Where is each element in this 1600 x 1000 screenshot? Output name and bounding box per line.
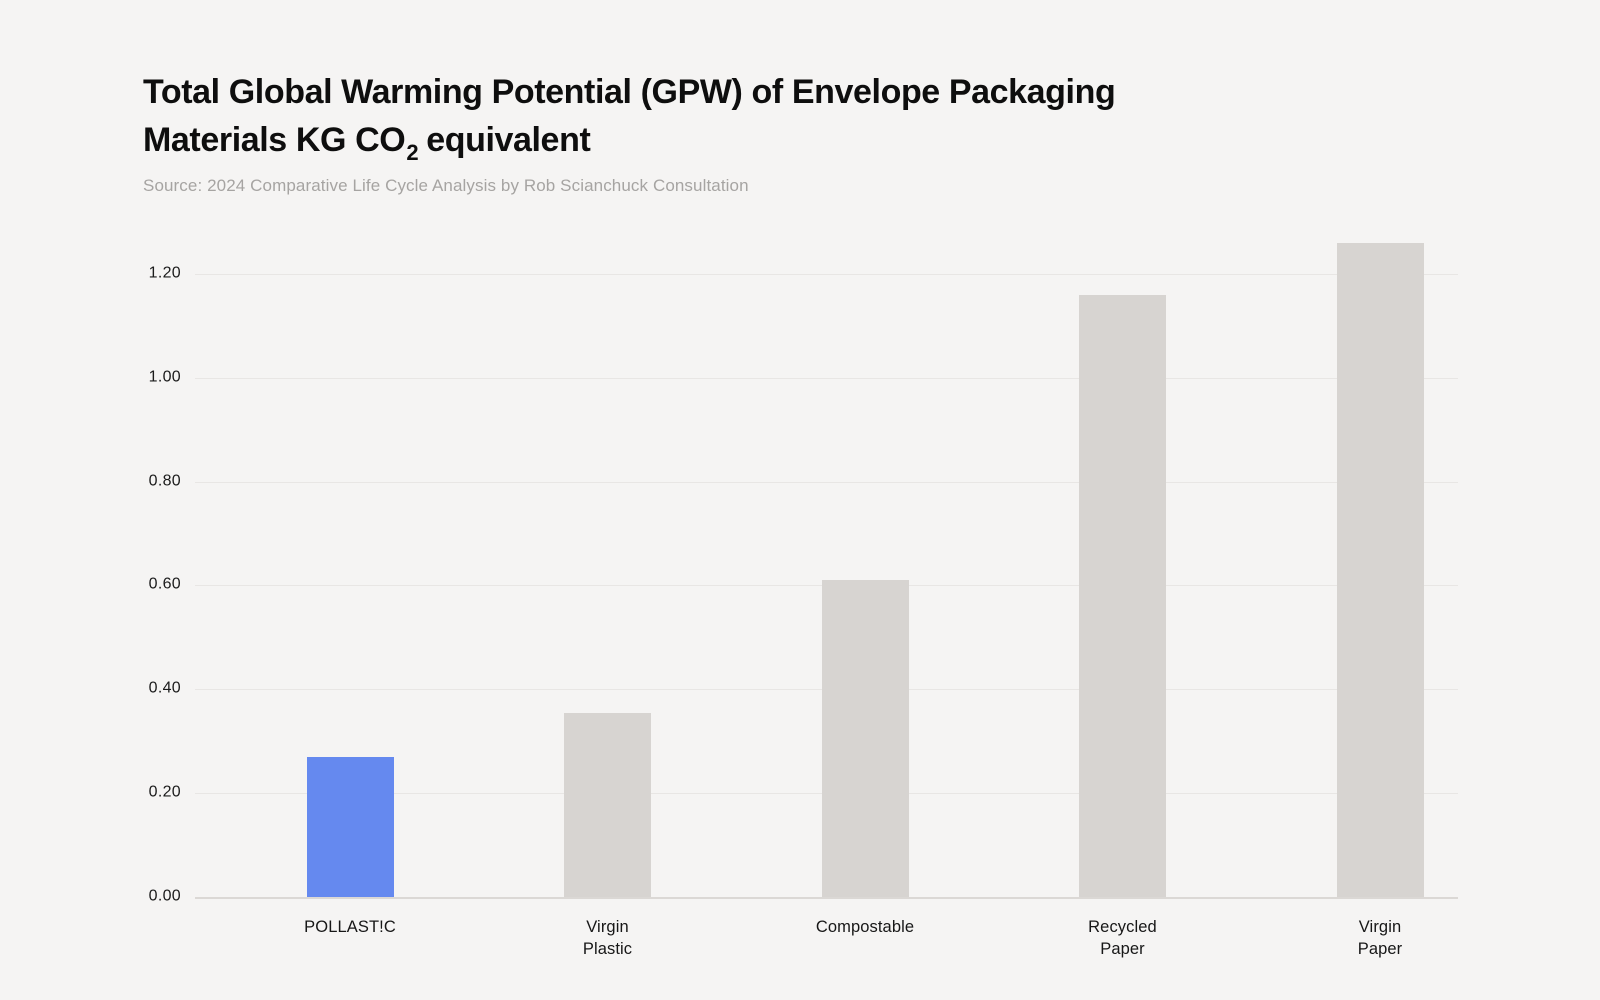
y-tick-label: 0.80 — [148, 472, 181, 490]
x-axis-label-recycled-paper: Recycled Paper — [1088, 918, 1157, 958]
x-axis-label-compostable: Compostable — [815, 918, 915, 936]
bar-recycled-paper — [1079, 294, 1166, 897]
co2-subscript: 2 — [406, 140, 419, 165]
x-axis-baseline — [195, 897, 1458, 899]
y-tick-label: 0.00 — [148, 887, 181, 905]
y-tick-label: 0.40 — [148, 679, 181, 697]
y-tick-label: 0.60 — [148, 576, 181, 594]
bar-virgin-plastic — [564, 712, 651, 897]
gridline — [195, 273, 1458, 275]
chart-source: Source: 2024 Comparative Life Cycle Anal… — [143, 176, 749, 195]
y-tick-label: 0.20 — [148, 783, 181, 801]
gridline — [195, 377, 1458, 379]
plot-area: 0.00 0.20 0.40 0.60 0.80 1.00 1.20 POLLAST!C Vir… — [149, 222, 1458, 958]
y-tick-label: 1.00 — [148, 368, 181, 386]
chart-title-line2-prefix: Materials KG CO — [143, 121, 406, 159]
bar-compostable — [821, 580, 909, 897]
chart-title: Total Global Warming Potential (GPW) of … — [143, 68, 1393, 168]
x-axis-label-virgin-plastic: Virgin Plastic — [582, 918, 633, 958]
bar-pollast-c — [306, 756, 394, 897]
y-tick-label: 1.20 — [148, 264, 181, 282]
bar-virgin-paper — [1336, 242, 1424, 897]
chart-title-line2-suffix: equivalent — [417, 121, 591, 159]
x-axis-label-virgin-paper: Virgin Paper — [1357, 918, 1403, 958]
gridline — [195, 481, 1458, 483]
x-axis-label-pollast-c: POLLAST!C — [304, 918, 396, 936]
chart-title-line1: Total Global Warming Potential (GPW) of … — [143, 73, 1116, 111]
